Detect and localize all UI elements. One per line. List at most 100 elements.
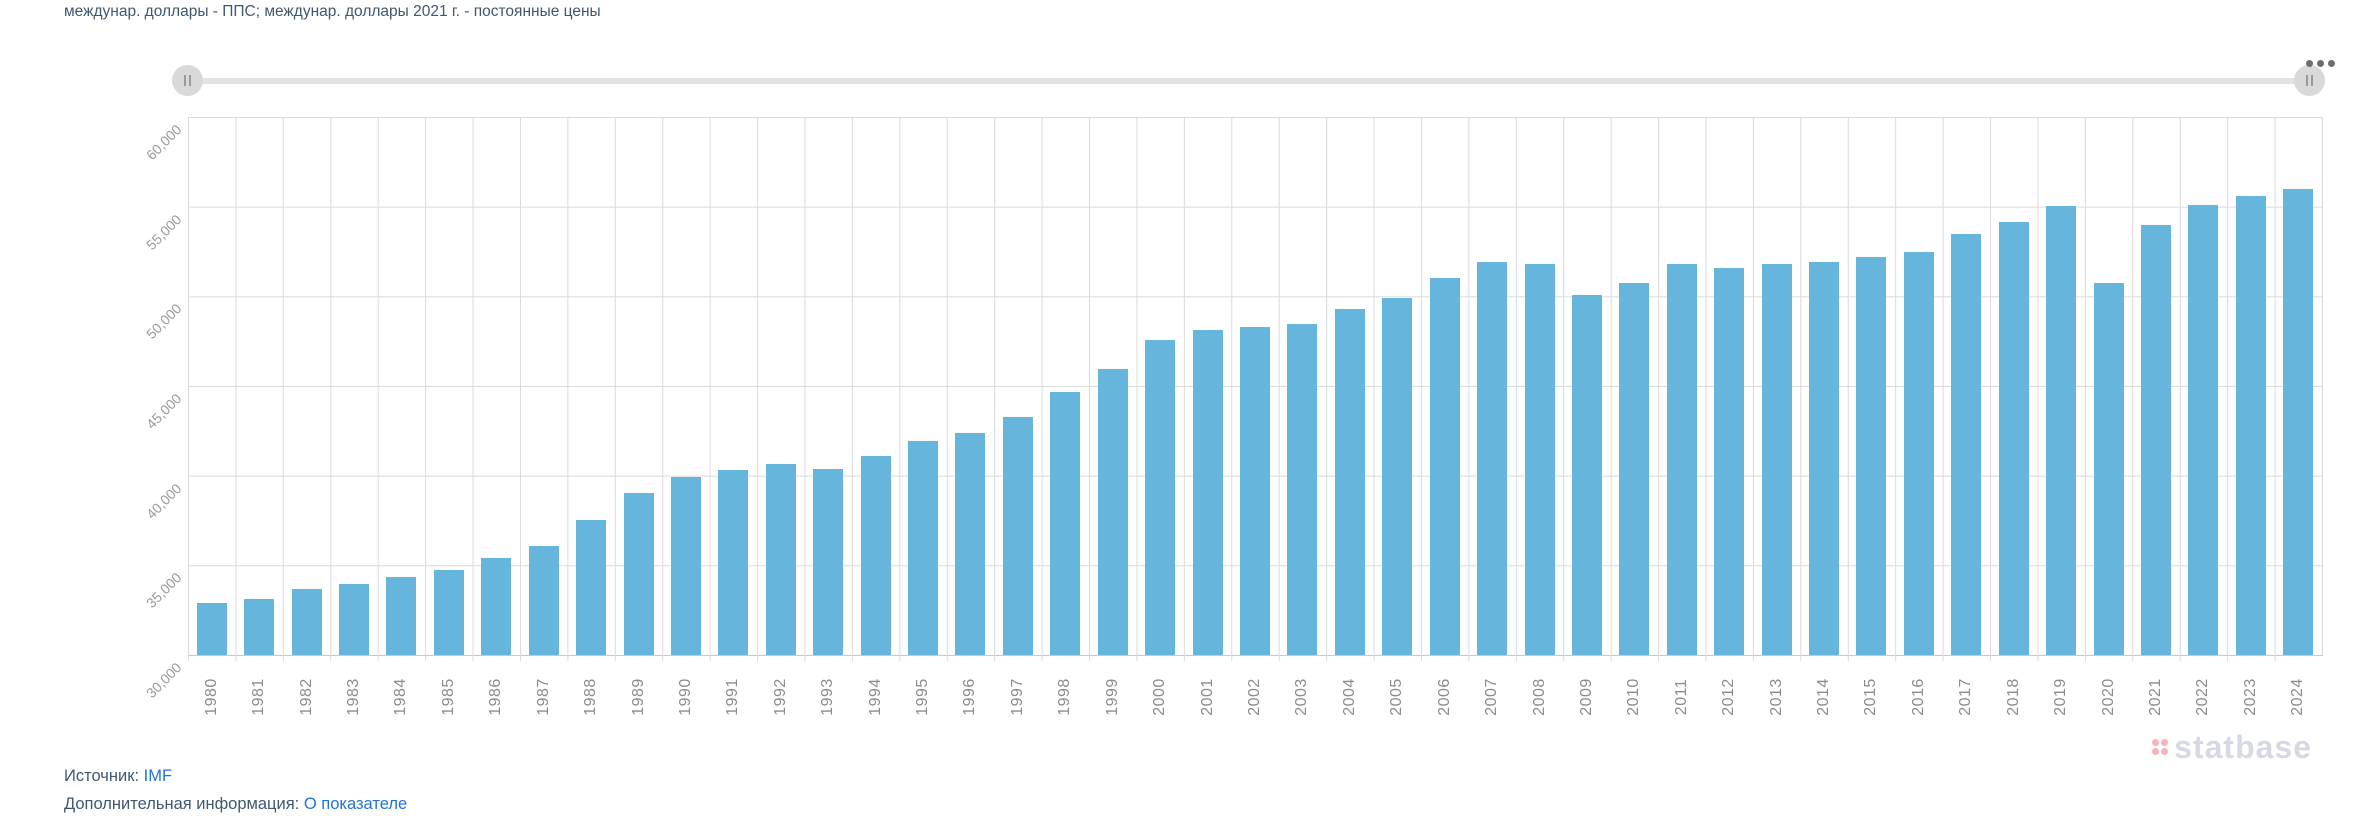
bar-1999[interactable] [1097,368,1128,655]
bar-1982[interactable] [291,588,322,655]
bar-2009[interactable] [1571,295,1602,655]
bar-1984[interactable] [386,577,417,655]
bar-2002[interactable] [1239,326,1270,655]
bar-1988[interactable] [576,519,607,655]
y-tick-label: 45,000 [143,390,185,432]
y-tick-label: 35,000 [143,569,185,612]
context-menu-button[interactable] [2306,60,2335,67]
bar-2020[interactable] [2093,282,2124,655]
bar-1998[interactable] [1050,392,1081,655]
range-slider-left-handle[interactable] [172,65,203,96]
bar-column: 2015 [1848,117,1895,716]
bar-1995[interactable] [908,440,939,655]
bar-column: 2011 [1658,117,1705,715]
bar-column: 1986 [473,117,520,716]
bar-column: 1997 [994,117,1041,716]
x-tick-label: 2014 [1815,678,1833,716]
drag-grip-icon [2306,75,2308,86]
x-tick-label: 1984 [392,678,410,716]
range-slider-right-handle[interactable] [2294,65,2325,96]
bar-column: 1999 [1089,117,1136,716]
bar-column: 1994 [852,117,899,716]
bar-1993[interactable] [813,469,844,655]
x-tick-label: 2002 [1245,678,1263,716]
y-axis-labels: 60,000 55,000 50,000 45,000 40,000 35,000 30,0… [58,117,188,701]
plot-area: 60,000 55,000 50,000 45,000 40,000 35,000 30,0… [143,117,2323,716]
x-tick-label: 1990 [676,678,694,716]
bar-1987[interactable] [528,545,559,655]
bar-2001[interactable] [1192,330,1223,655]
y-tick-label: 40,000 [143,479,185,522]
x-tick-label: 1993 [819,678,837,716]
bar-1986[interactable] [481,558,512,655]
x-tick-label: 2022 [2194,678,2212,716]
x-tick-label: 2011 [1672,678,1690,716]
bar-2022[interactable] [2188,204,2219,655]
bar-2011[interactable] [1666,264,1697,655]
bar-column: 1990 [662,117,709,716]
bar-1980[interactable] [196,603,227,655]
bar-2016[interactable] [1903,252,1934,655]
bar-column: 2001 [1184,117,1231,716]
bar-2018[interactable] [1998,221,2029,655]
bar-2013[interactable] [1761,264,1792,655]
range-slider-track[interactable] [192,78,2306,84]
bar-column: 2002 [1231,117,1278,716]
bar-1985[interactable] [433,569,464,655]
x-tick-label: 1995 [914,678,932,716]
x-tick-label: 1991 [724,678,742,716]
bar-2006[interactable] [1429,278,1460,655]
bar-2000[interactable] [1145,340,1176,655]
x-tick-label: 2003 [1293,678,1311,716]
bar-1990[interactable] [670,476,701,655]
bar-column: 1981 [235,117,282,716]
footer: Источник: IMF Дополнительная информация:… [64,762,407,818]
info-link[interactable]: О показателе [303,795,408,813]
bar-2010[interactable] [1619,282,1650,655]
statbase-watermark[interactable]: statbase [2152,731,2312,763]
bar-2015[interactable] [1856,256,1887,655]
x-tick-label: 2016 [1909,678,1927,716]
bar-2019[interactable] [2046,205,2077,655]
bar-1983[interactable] [338,584,369,655]
bar-2021[interactable] [2141,224,2171,655]
info-label: Дополнительная информация: [64,795,300,813]
bar-2007[interactable] [1477,262,1508,655]
ellipsis-dot-icon [2306,60,2313,67]
drag-grip-icon [2311,75,2313,86]
info-row: Дополнительная информация: О показателе [64,790,407,818]
x-tick-label: 2021 [2147,678,2164,716]
bar-2023[interactable] [2235,195,2266,655]
bar-2005[interactable] [1382,298,1413,655]
x-tick-label: 1997 [1008,678,1026,716]
bar-column: 1984 [378,117,425,716]
bars: 1980 1981 1982 1983 1984 1985 1986 1987 1988 1989… [188,117,2322,716]
source-row: Источник: IMF [64,762,407,790]
bar-2017[interactable] [1951,234,1982,655]
x-tick-label: 2012 [1720,678,1738,716]
bar-column: 2003 [1279,117,1326,716]
bar-column: 1983 [330,117,377,716]
bar-2024[interactable] [2283,188,2314,655]
bar-column: 2021 [2132,117,2179,716]
bar-1996[interactable] [955,432,986,655]
bar-column: 2024 [2275,117,2322,716]
bar-2003[interactable] [1287,324,1318,655]
bar-2008[interactable] [1524,264,1555,655]
x-tick-label: 1998 [1056,678,1074,716]
bar-1994[interactable] [860,455,891,655]
bar-2004[interactable] [1334,308,1365,655]
bar-column: 1992 [757,117,804,716]
bar-2014[interactable] [1809,262,1840,655]
source-link[interactable]: IMF [143,767,173,785]
bar-1991[interactable] [718,470,749,655]
bar-column: 1993 [804,117,851,716]
x-tick-label: 2004 [1340,678,1358,716]
bar-column: 2023 [2227,117,2274,716]
bar-1997[interactable] [1002,416,1033,655]
bar-1992[interactable] [765,464,796,655]
y-tick-label: 55,000 [143,210,185,253]
bar-2012[interactable] [1714,267,1745,655]
bar-1981[interactable] [244,598,275,655]
bar-1989[interactable] [623,492,654,655]
